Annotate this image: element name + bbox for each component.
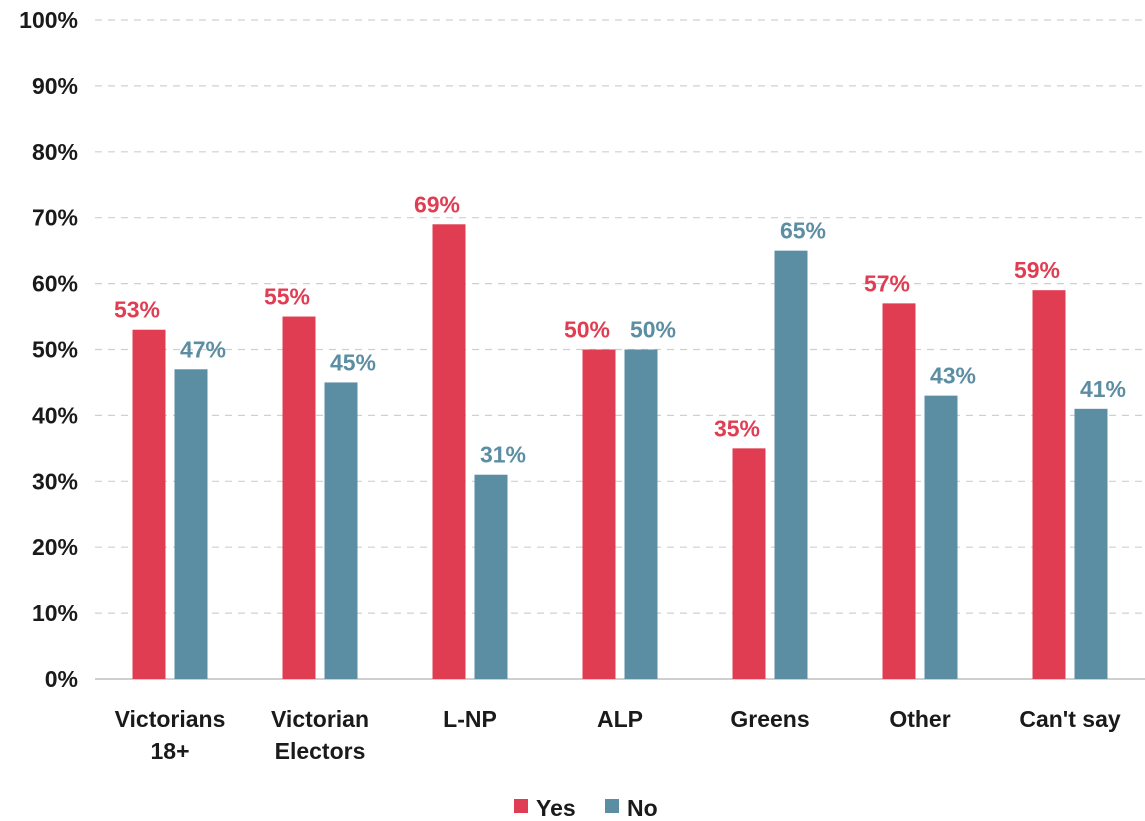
gridlines bbox=[95, 19, 1145, 614]
x-axis-categories: Victorians 18+ Victorian Electors L-NP ALP Gre… bbox=[115, 706, 1121, 764]
legend-label-yes: Yes bbox=[536, 795, 576, 821]
y-axis-ticks: 0% 10% 20% 30% 40% 50% 60% 70% 80% 90% 100% bbox=[19, 7, 78, 692]
y-tick-label: 100% bbox=[19, 7, 78, 33]
y-tick-label: 0% bbox=[45, 666, 78, 692]
bar-yes bbox=[732, 448, 766, 679]
bar-no bbox=[624, 349, 658, 679]
y-tick-label: 70% bbox=[32, 205, 78, 231]
x-category-label: Can't say bbox=[1019, 706, 1121, 732]
data-label-no: 65% bbox=[780, 218, 826, 244]
data-labels: 53% 47% 55% 45% 69% 31% 50% 50% 35% 65% 57% 43% 59% 4… bbox=[114, 191, 1126, 467]
bar-yes bbox=[132, 329, 166, 679]
y-tick-label: 30% bbox=[32, 468, 78, 494]
data-label-no: 50% bbox=[630, 317, 676, 343]
bars bbox=[132, 224, 1108, 680]
x-category-label: Electors bbox=[275, 738, 366, 764]
y-tick-label: 10% bbox=[32, 600, 78, 626]
bar-no bbox=[174, 369, 208, 679]
y-tick-label: 50% bbox=[32, 337, 78, 363]
x-category-label: ALP bbox=[597, 706, 643, 732]
data-label-yes: 50% bbox=[564, 317, 610, 343]
y-tick-label: 20% bbox=[32, 534, 78, 560]
data-label-yes: 55% bbox=[264, 284, 310, 310]
y-tick-label: 90% bbox=[32, 73, 78, 99]
legend-label-no: No bbox=[627, 795, 658, 821]
y-tick-label: 40% bbox=[32, 402, 78, 428]
legend-swatch-no bbox=[605, 799, 619, 813]
bar-no bbox=[924, 395, 958, 679]
x-category-label: Victorian bbox=[271, 706, 369, 732]
bar-yes bbox=[1032, 290, 1066, 679]
bar-yes bbox=[882, 303, 916, 679]
bar-no bbox=[1074, 408, 1108, 679]
x-category-label: L-NP bbox=[443, 706, 497, 732]
data-label-no: 41% bbox=[1080, 376, 1126, 402]
data-label-yes: 69% bbox=[414, 191, 460, 217]
bar-no bbox=[474, 474, 508, 679]
data-label-no: 47% bbox=[180, 336, 226, 362]
data-label-no: 31% bbox=[480, 442, 526, 468]
data-label-no: 43% bbox=[930, 363, 976, 389]
bar-yes bbox=[282, 316, 316, 679]
x-category-label: Greens bbox=[730, 706, 809, 732]
bar-no bbox=[774, 250, 808, 679]
y-tick-label: 60% bbox=[32, 271, 78, 297]
bar-yes bbox=[582, 349, 616, 679]
data-label-yes: 59% bbox=[1014, 257, 1060, 283]
data-label-yes: 53% bbox=[114, 297, 160, 323]
data-label-yes: 35% bbox=[714, 415, 760, 441]
legend-swatch-yes bbox=[514, 799, 528, 813]
data-label-yes: 57% bbox=[864, 270, 910, 296]
x-category-label: Victorians bbox=[115, 706, 226, 732]
x-category-label: 18+ bbox=[150, 738, 189, 764]
x-category-label: Other bbox=[889, 706, 950, 732]
y-tick-label: 80% bbox=[32, 139, 78, 165]
data-label-no: 45% bbox=[330, 349, 376, 375]
bar-yes bbox=[432, 224, 466, 680]
legend: Yes No bbox=[514, 795, 658, 821]
bar-no bbox=[324, 382, 358, 679]
